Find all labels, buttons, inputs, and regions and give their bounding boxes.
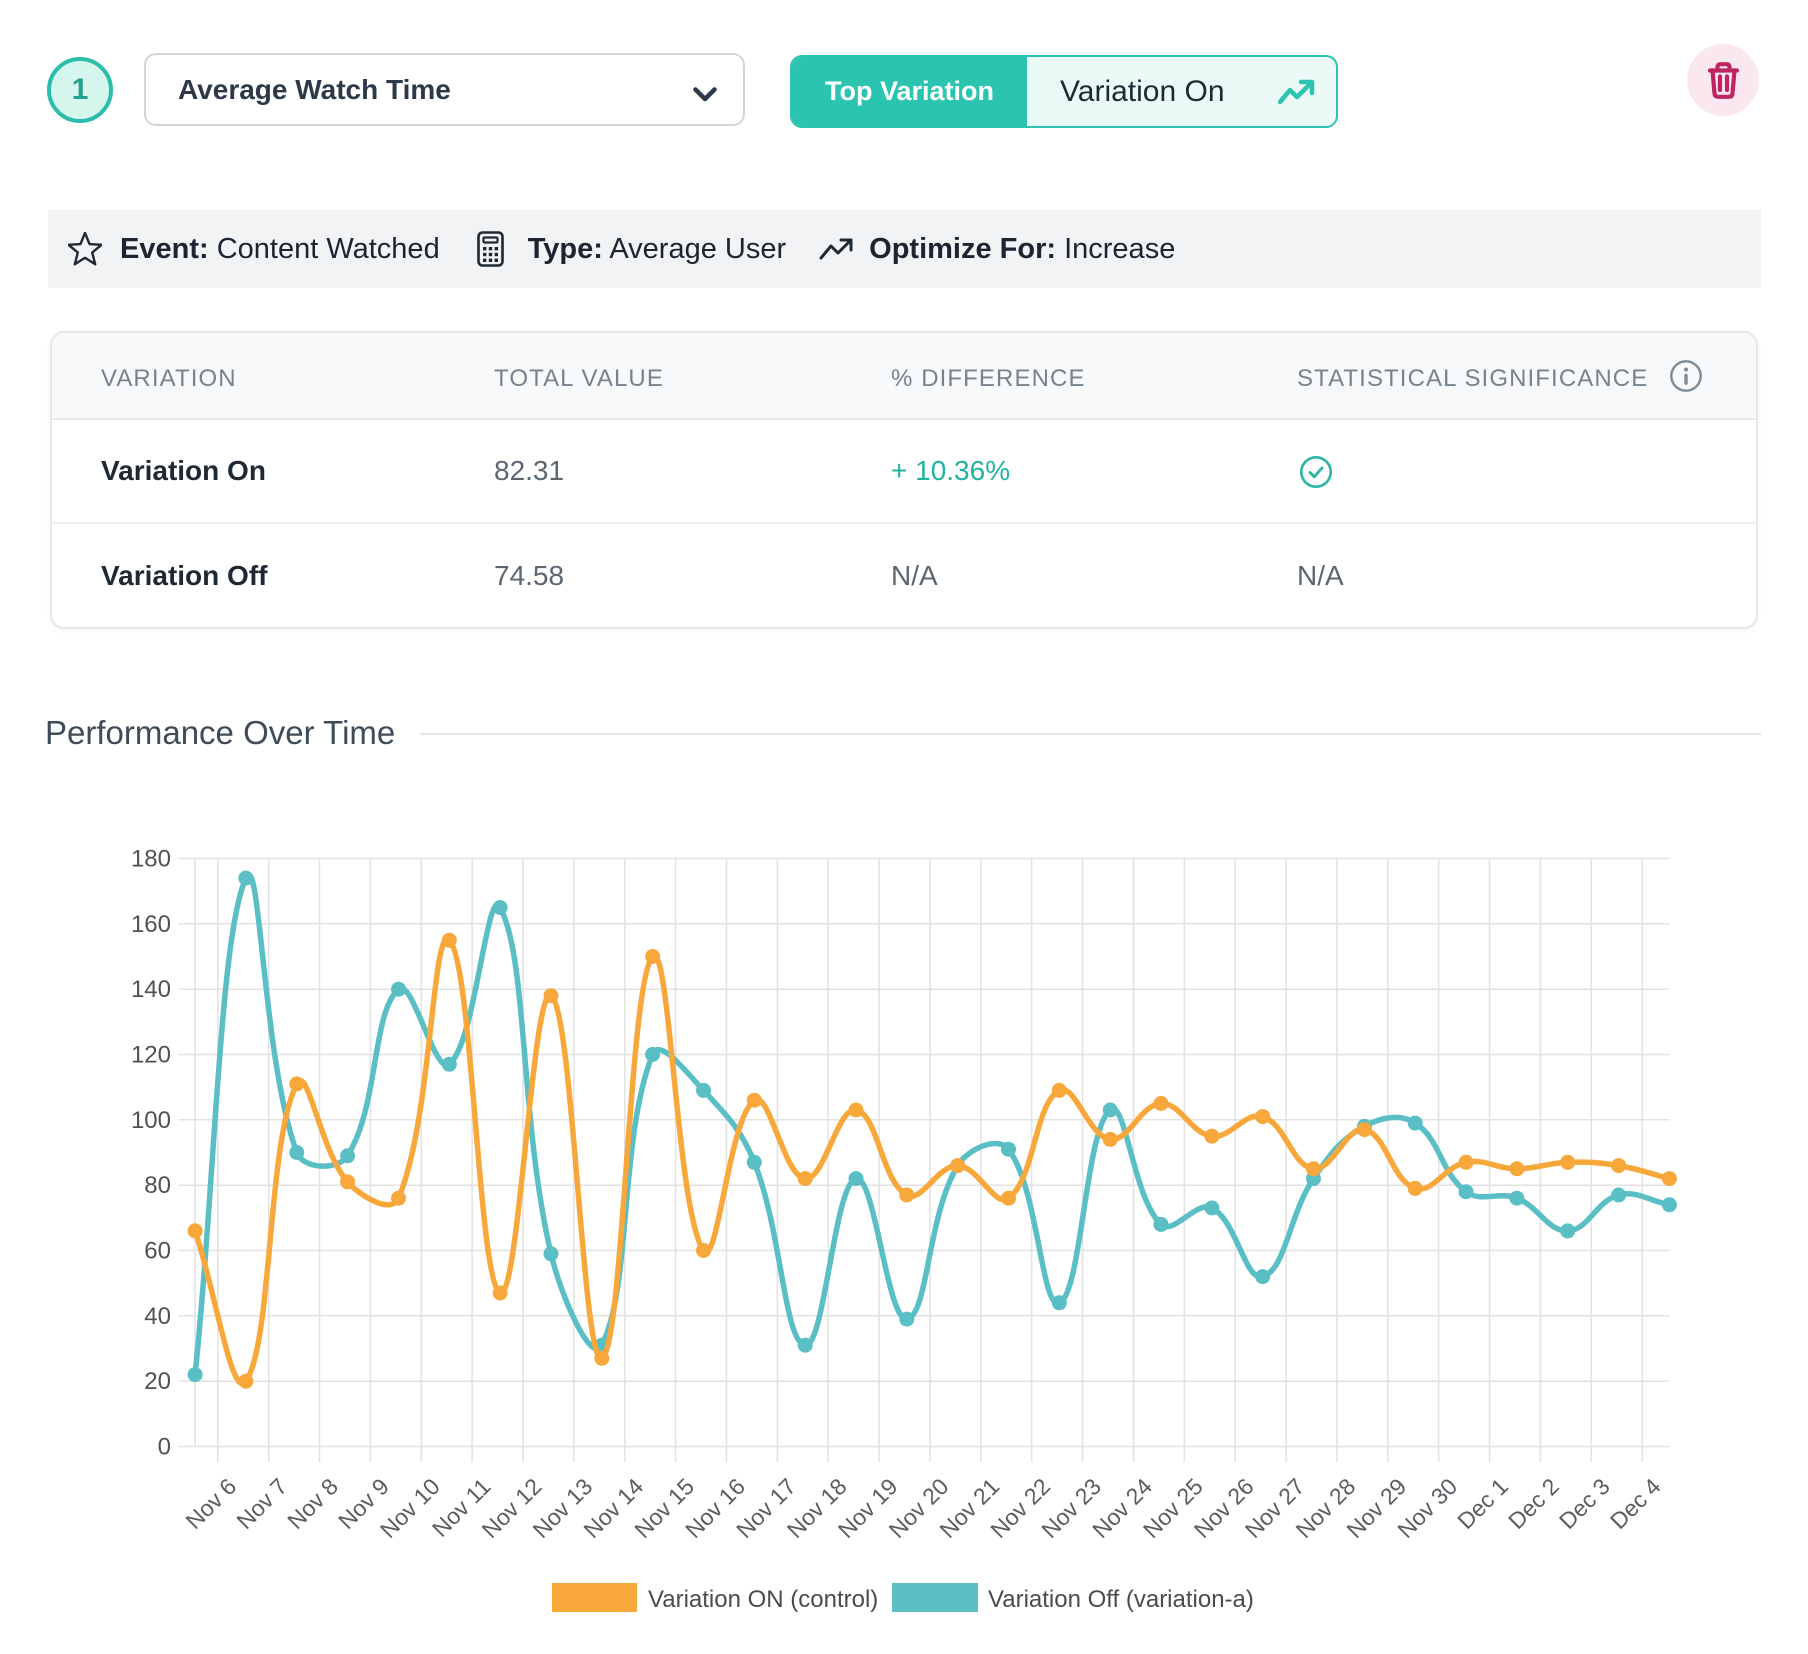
svg-text:100: 100 xyxy=(131,1107,171,1134)
svg-text:40: 40 xyxy=(144,1303,171,1330)
svg-text:Nov 8: Nov 8 xyxy=(282,1473,343,1534)
svg-text:0: 0 xyxy=(158,1434,171,1461)
svg-text:Dec 4: Dec 4 xyxy=(1605,1473,1666,1534)
svg-text:Dec 2: Dec 2 xyxy=(1503,1473,1564,1534)
svg-text:Dec 3: Dec 3 xyxy=(1554,1473,1615,1534)
svg-text:180: 180 xyxy=(131,846,171,873)
svg-text:140: 140 xyxy=(131,976,171,1003)
svg-text:60: 60 xyxy=(144,1238,171,1265)
svg-text:20: 20 xyxy=(144,1368,171,1395)
svg-text:120: 120 xyxy=(131,1042,171,1069)
svg-text:Nov 7: Nov 7 xyxy=(231,1473,292,1534)
svg-text:160: 160 xyxy=(131,911,171,938)
svg-text:Nov 6: Nov 6 xyxy=(180,1473,241,1534)
svg-text:80: 80 xyxy=(144,1172,171,1199)
svg-text:Dec 1: Dec 1 xyxy=(1452,1473,1513,1534)
